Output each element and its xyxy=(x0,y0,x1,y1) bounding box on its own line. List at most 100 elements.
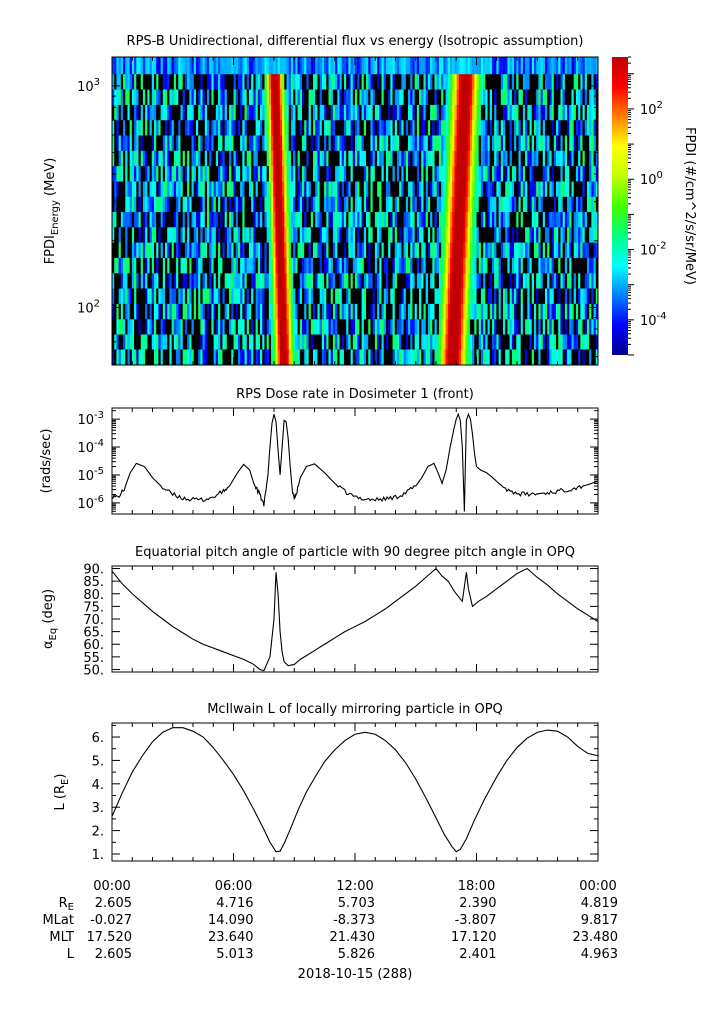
spectrogram-cell xyxy=(171,257,175,274)
spectrogram-cell xyxy=(558,273,561,289)
spectrogram-cell xyxy=(381,288,385,304)
spectrogram-cell xyxy=(591,242,594,258)
ephemeris-value: 23.480 xyxy=(573,930,619,945)
spectrogram-cell xyxy=(425,150,429,167)
spectrogram-cell xyxy=(544,211,548,228)
spectrogram-cell xyxy=(116,349,120,366)
spectrogram-cell xyxy=(544,73,548,90)
spectrogram-cell xyxy=(257,104,261,121)
spectrogram-cell xyxy=(116,303,120,320)
spectrogram-cell xyxy=(195,181,199,197)
spectrogram-cell xyxy=(162,89,166,105)
spectrogram-cell xyxy=(260,165,263,182)
spectrogram-cell xyxy=(357,104,360,121)
spectrogram-cell xyxy=(438,211,442,228)
spectrogram-cell xyxy=(134,211,137,228)
spectrogram-cell xyxy=(253,181,256,197)
spectrogram-cell xyxy=(326,349,329,366)
spectrogram-cell xyxy=(540,288,544,304)
spectrogram-cell xyxy=(370,196,374,212)
spectrogram-cell xyxy=(582,165,586,182)
spectrogram-cell xyxy=(370,135,374,151)
spectrogram-cell xyxy=(131,242,135,258)
spectrogram-cell xyxy=(569,135,572,151)
spectrogram-cell xyxy=(544,257,548,274)
spectrogram-cell xyxy=(405,211,409,228)
spectrogram-cell xyxy=(229,104,232,121)
spectrogram-cell xyxy=(569,196,572,212)
spectrogram-cell xyxy=(226,119,230,136)
spectrogram-cell xyxy=(226,242,230,258)
spectrogram-cell xyxy=(458,273,462,289)
spectrogram-cell xyxy=(220,196,223,212)
spectrogram-cell xyxy=(549,257,553,274)
spectrogram-cell xyxy=(454,257,458,274)
spectrogram-cell xyxy=(469,73,473,90)
spectrogram-cell xyxy=(158,104,161,121)
spectrogram-cell xyxy=(589,318,592,335)
spectrogram-cell xyxy=(220,227,223,243)
spectrogram-cell xyxy=(538,73,541,90)
spectrogram-cell xyxy=(472,334,475,350)
spectrogram-cell xyxy=(315,104,318,121)
spectrogram-cell xyxy=(525,181,528,197)
spectrogram-cell xyxy=(332,181,336,197)
spectrogram-cell xyxy=(580,104,583,121)
spectrogram-cell xyxy=(218,196,221,212)
spectrogram-cell xyxy=(558,257,561,274)
spectrogram-cell xyxy=(255,242,259,258)
spectrogram-cell xyxy=(556,211,559,228)
spectrogram-cell xyxy=(520,57,524,75)
spectrogram-cell xyxy=(282,104,285,121)
spectrogram-cell xyxy=(361,303,365,320)
spectrogram-cell xyxy=(551,242,555,258)
spectrogram-cell xyxy=(582,334,586,350)
spectrogram-cell xyxy=(421,349,424,366)
spectrogram-cell xyxy=(516,89,519,105)
spectrogram-cell xyxy=(140,227,144,243)
spectrogram-cell xyxy=(562,227,566,243)
spectrogram-cell xyxy=(286,150,290,167)
spectrogram-cell xyxy=(246,73,250,90)
spectrogram-cell xyxy=(421,288,424,304)
spectrogram-cell xyxy=(500,135,504,151)
spectrogram-cell xyxy=(156,273,159,289)
spectrogram-cell xyxy=(396,303,400,320)
spectrogram-cell xyxy=(483,104,486,121)
spectrogram-cell xyxy=(248,165,252,182)
spectrogram-cell xyxy=(436,349,440,366)
spectrogram-cell xyxy=(341,349,345,366)
spectrogram-cell xyxy=(352,349,356,366)
spectrogram-cell xyxy=(321,73,325,90)
spectrogram-cell xyxy=(330,73,334,90)
spectrogram-cell xyxy=(408,334,411,350)
spectrogram-cell xyxy=(319,150,323,167)
spectrogram-cell xyxy=(275,150,279,167)
spectrogram-cell xyxy=(310,119,314,136)
spectrogram-cell xyxy=(478,242,482,258)
spectrogram-cell xyxy=(487,181,491,197)
spectrogram-cell xyxy=(330,150,334,167)
spectrogram-cell xyxy=(273,288,276,304)
spectrogram-cell xyxy=(310,318,314,335)
spectrogram-cell xyxy=(478,318,482,335)
spectrogram-cell xyxy=(251,89,254,105)
spectrogram-cell xyxy=(131,135,135,151)
spectrogram-cell xyxy=(522,104,526,121)
spectrogram-cell xyxy=(343,196,347,212)
spectrogram-cell xyxy=(231,273,234,289)
spectrogram-cell xyxy=(436,135,440,151)
spectrogram-cell xyxy=(215,89,219,105)
spectrogram-cell xyxy=(536,211,539,228)
spectrogram-cell xyxy=(438,135,442,151)
spectrogram-cell xyxy=(288,227,292,243)
spectrogram-cell xyxy=(580,135,583,151)
ephemeris-value: 21.430 xyxy=(330,930,376,945)
spectrogram-cell xyxy=(549,150,553,167)
spectrogram-cell xyxy=(584,318,588,335)
spectrogram-cell xyxy=(410,119,413,136)
spectrogram-cell xyxy=(366,211,369,228)
spectrogram-cell xyxy=(324,211,327,228)
spectrogram-cell xyxy=(248,334,252,350)
spectrogram-cell xyxy=(142,150,146,167)
